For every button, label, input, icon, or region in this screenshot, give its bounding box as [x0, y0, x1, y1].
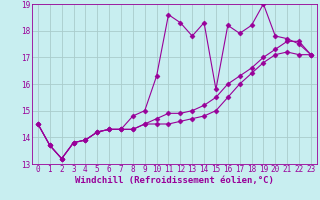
X-axis label: Windchill (Refroidissement éolien,°C): Windchill (Refroidissement éolien,°C) — [75, 176, 274, 185]
